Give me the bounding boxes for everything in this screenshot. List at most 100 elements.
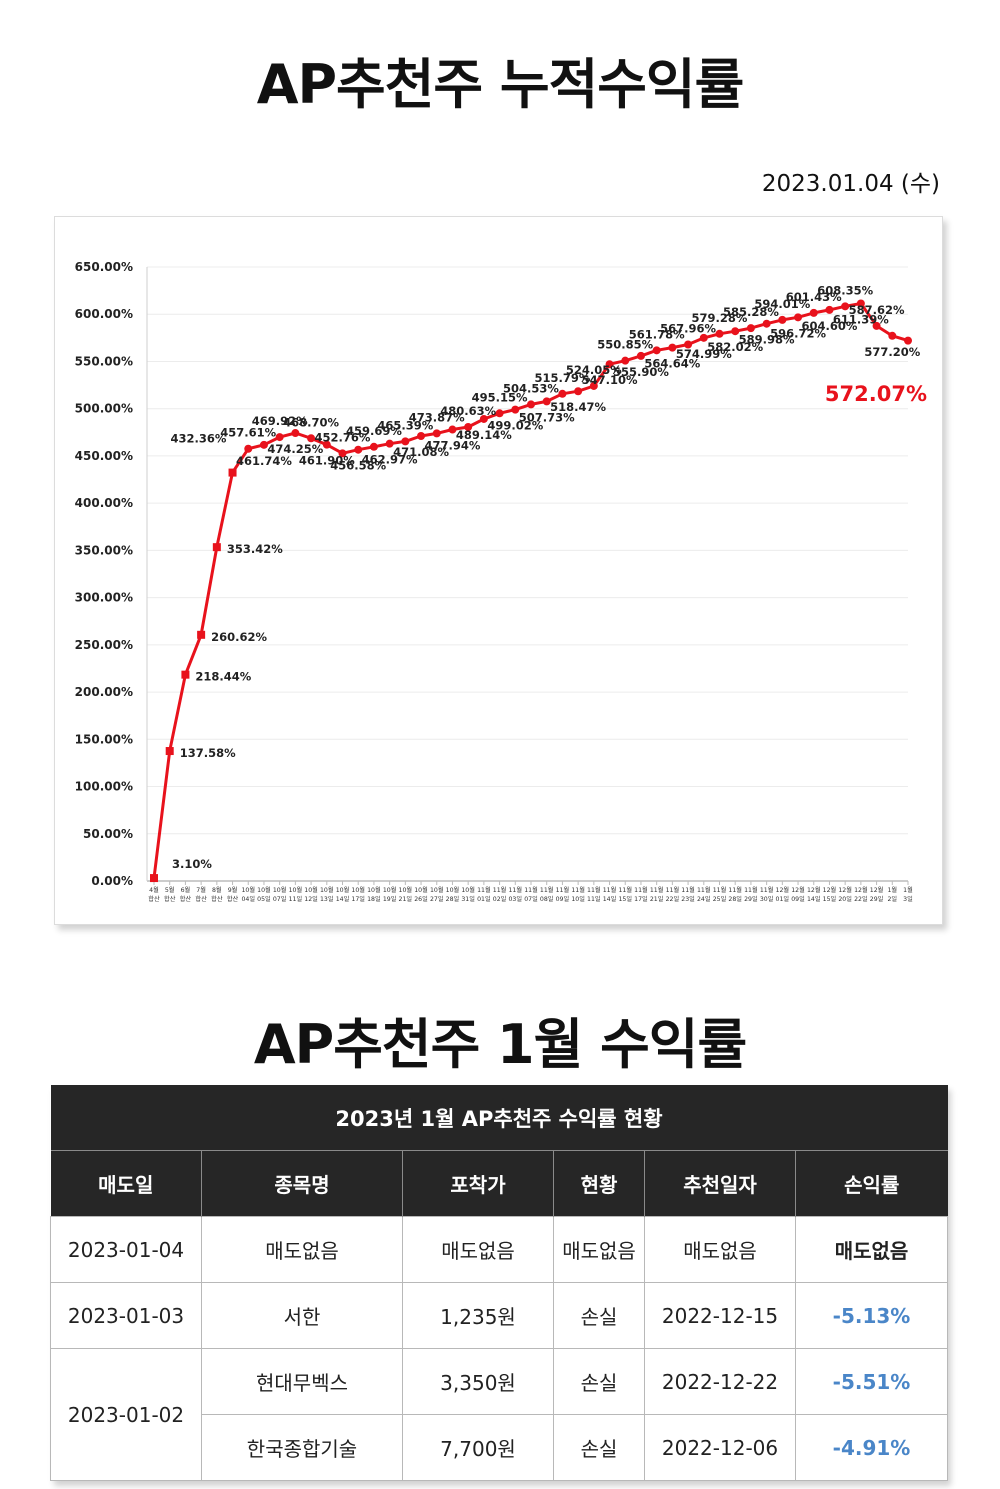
- data-label: 456.58%: [330, 459, 386, 473]
- cell-recommend-date: 2022-12-06: [644, 1414, 796, 1481]
- data-point: [479, 414, 488, 423]
- data-label: 518.47%: [550, 400, 606, 414]
- table-caption: 2023년 1월 AP추천주 수익률 현황: [50, 1085, 948, 1151]
- x-tick-label: 11월 22일: [666, 886, 680, 903]
- cell-return-rate: 매도없음: [795, 1216, 948, 1283]
- data-label: 432.36%: [171, 432, 227, 446]
- data-point: [291, 429, 300, 438]
- data-label: 585.28%: [723, 305, 779, 319]
- cell-stock-name: 매도없음: [201, 1216, 403, 1283]
- x-tick-label: 10월 19일: [383, 886, 397, 903]
- x-tick-label: 11월 09일: [556, 886, 570, 903]
- data-point: [448, 425, 457, 434]
- y-tick-label: 450.00%: [75, 449, 133, 463]
- x-tick-label: 11월 23일: [681, 886, 695, 903]
- data-point: [699, 333, 708, 342]
- data-label: 594.01%: [754, 297, 810, 311]
- y-tick-label: 50.00%: [83, 827, 133, 841]
- chart-svg: 0.00% 50.00% 100.00% 150.00% 200.00% 250.00% 3…: [75, 260, 927, 903]
- x-tick-label: 10월 07일: [273, 886, 287, 903]
- y-tick-label: 350.00%: [75, 543, 133, 557]
- data-point: [385, 439, 394, 448]
- data-label: 604.60%: [802, 319, 858, 333]
- cell-recommend-date: 2022-12-15: [644, 1282, 796, 1349]
- x-tick-label: 11월 15일: [618, 886, 632, 903]
- data-point: [825, 305, 834, 314]
- x-tick-label: 11월 29일: [744, 886, 758, 903]
- y-tick-label: 650.00%: [75, 260, 133, 274]
- x-tick-label: 10월 17일: [351, 886, 365, 903]
- data-label: 459.69%: [346, 424, 402, 438]
- x-tick-label: 11월 03일: [509, 886, 523, 903]
- data-label: 555.90%: [613, 365, 669, 379]
- data-point: [762, 319, 771, 328]
- data-label: 468.70%: [283, 415, 339, 429]
- data-point: [244, 444, 253, 453]
- data-point: [432, 429, 441, 438]
- data-label: 601.43%: [786, 290, 842, 304]
- x-tick-label: 11월 14일: [603, 886, 617, 903]
- y-tick-label: 300.00%: [75, 591, 133, 605]
- data-label: 473.87%: [409, 410, 465, 424]
- data-label: 465.39%: [377, 418, 433, 432]
- report-date: 2023.01.04 (수): [761, 171, 940, 197]
- data-point: [856, 299, 865, 308]
- data-point: [165, 747, 174, 756]
- x-tick-label: 11월 01일: [477, 886, 491, 903]
- header-stock-name: 종목명: [201, 1150, 403, 1217]
- data-point: [652, 346, 661, 355]
- data-label: 462.97%: [362, 453, 418, 467]
- data-label: 504.53%: [503, 381, 559, 395]
- cell-recommend-date: 매도없음: [644, 1216, 796, 1283]
- data-label: 260.62%: [211, 630, 267, 644]
- data-point: [668, 343, 677, 352]
- x-tick-label: 10월 31일: [461, 886, 475, 903]
- data-label: 550.85%: [597, 338, 653, 352]
- y-tick-label: 600.00%: [75, 307, 133, 321]
- x-tick-label: 10월 21일: [399, 886, 413, 903]
- cell-status: 손실: [553, 1414, 645, 1481]
- x-tick-label: 10월 18일: [367, 886, 381, 903]
- x-tick-label: 12월 15일: [823, 886, 837, 903]
- data-label: 564.64%: [644, 357, 700, 371]
- cell-entry-price: 7,700원: [402, 1414, 554, 1481]
- data-label: 579.28%: [692, 311, 748, 325]
- data-point: [338, 449, 347, 458]
- y-tick-label: 550.00%: [75, 354, 133, 368]
- cell-status: 매도없음: [553, 1216, 645, 1283]
- data-point: [841, 302, 850, 311]
- data-point: [369, 442, 378, 451]
- x-tick-label: 7월 합산: [195, 886, 207, 903]
- cell-return-rate: -5.51%: [795, 1348, 948, 1415]
- x-tick-label: 11월 28일: [728, 886, 742, 903]
- cell-stock-name: 서한: [201, 1282, 403, 1349]
- data-point: [872, 321, 881, 330]
- header-entry-price: 포착가: [402, 1150, 554, 1217]
- data-point: [181, 670, 190, 679]
- data-point: [401, 437, 410, 446]
- cell-sell-date: 2023-01-02: [50, 1348, 202, 1481]
- cell-return-rate: -4.91%: [795, 1414, 948, 1481]
- x-tick-label: 11월 25일: [713, 886, 727, 903]
- data-point: [197, 630, 206, 639]
- y-tick-label: 100.00%: [75, 780, 133, 794]
- x-tick-label: 10월 12일: [304, 886, 318, 903]
- cell-sell-date: 2023-01-03: [50, 1282, 202, 1349]
- header-sell-date: 매도일: [50, 1150, 202, 1217]
- x-tick-label: 1월 3일: [903, 886, 913, 903]
- data-point: [275, 433, 284, 442]
- x-tick-label: 5월 합산: [164, 886, 176, 903]
- cell-return-rate: -5.13%: [795, 1282, 948, 1349]
- table-row: 2023-01-04 매도없음 매도없음 매도없음 매도없음 매도없음: [50, 1216, 948, 1283]
- cell-stock-name: 현대무벡스: [201, 1348, 403, 1415]
- x-tick-label: 6월 합산: [180, 886, 192, 903]
- x-tick-label: 10월 27일: [430, 886, 444, 903]
- data-point: [542, 397, 551, 406]
- data-point: [605, 360, 614, 369]
- data-label: 574.99%: [676, 347, 732, 361]
- data-point: [794, 313, 803, 322]
- cell-recommend-date: 2022-12-22: [644, 1348, 796, 1415]
- cell-stock-name: 한국종합기술: [201, 1414, 403, 1481]
- x-tick-label: 10월 05일: [257, 886, 271, 903]
- data-point: [464, 422, 473, 431]
